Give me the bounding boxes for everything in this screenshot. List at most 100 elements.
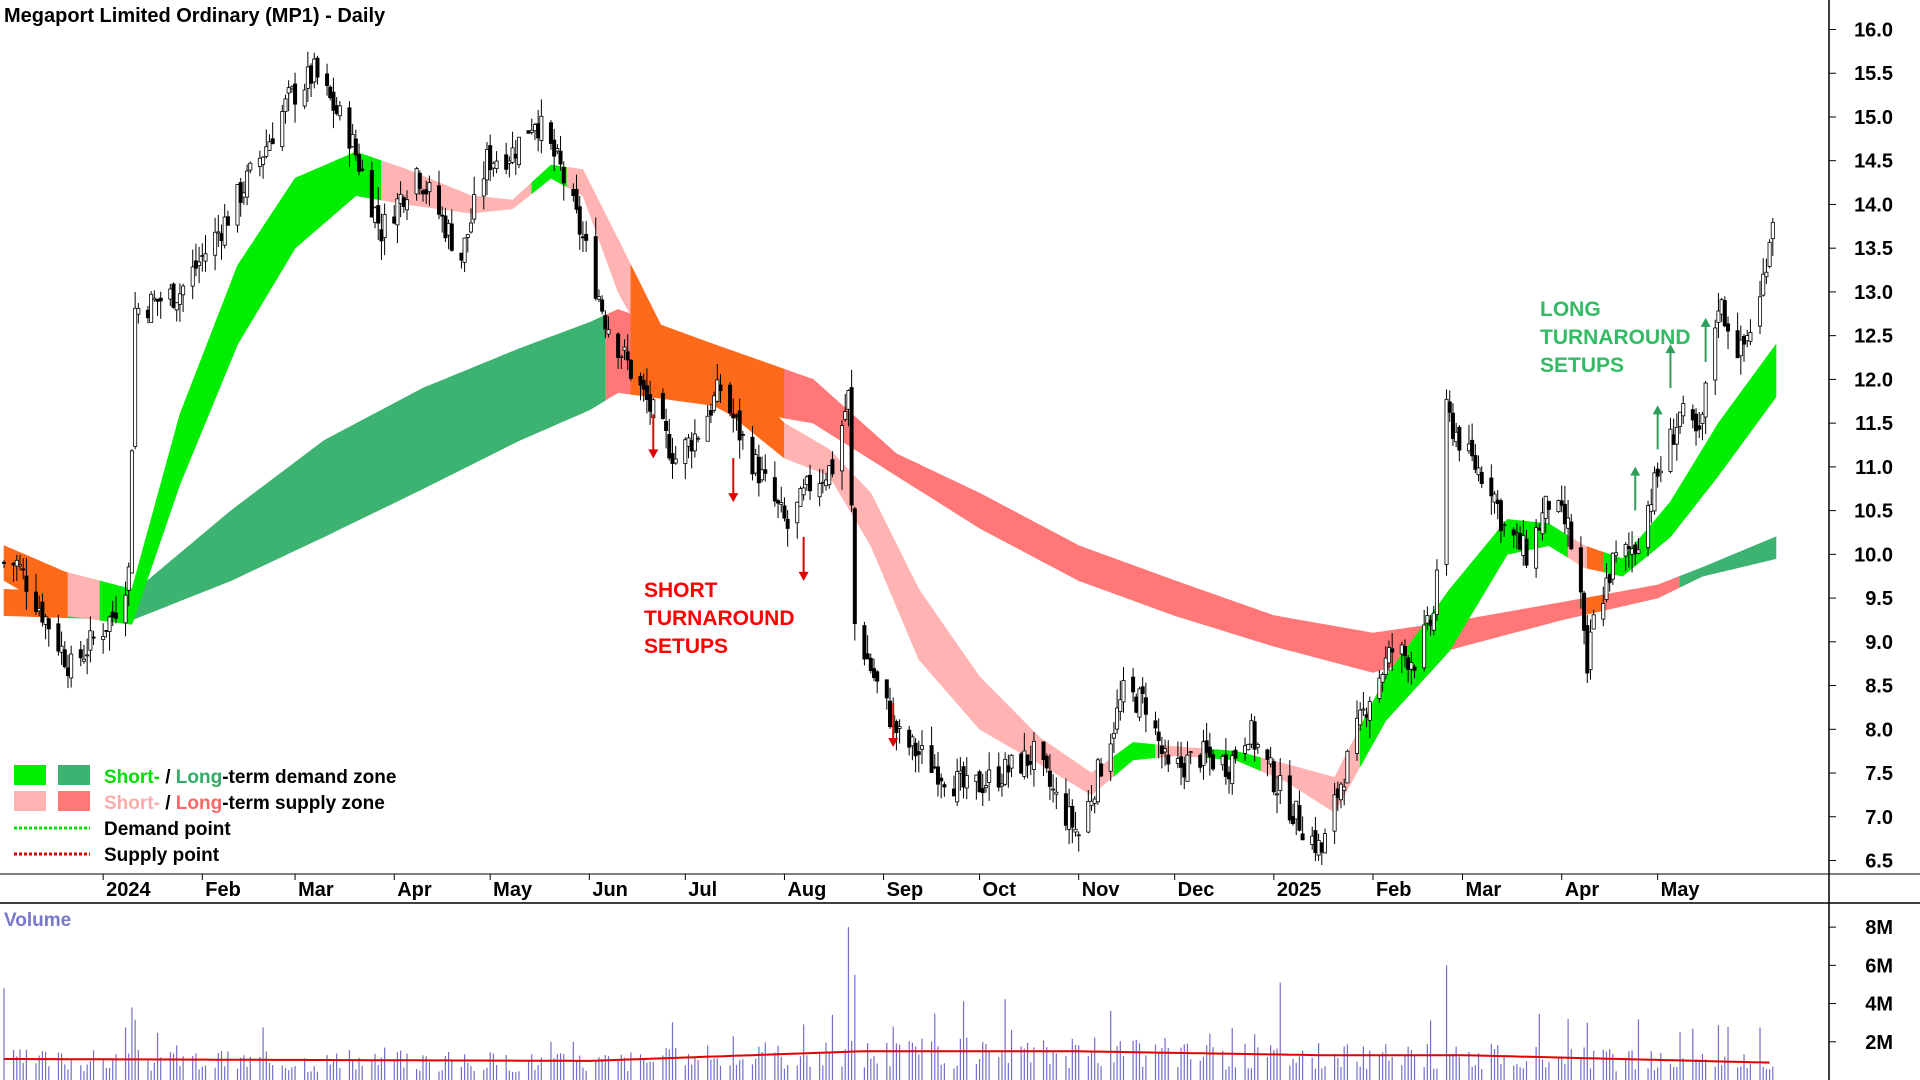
price-candle [1335, 788, 1340, 799]
price-candle [638, 375, 643, 386]
price-candle [1447, 401, 1452, 413]
volume-tick-label: 4M [1865, 994, 1893, 1016]
price-candle [1268, 757, 1273, 765]
price-candle [1140, 686, 1145, 695]
price-candle [1019, 753, 1024, 774]
price-candle [795, 501, 800, 524]
price-candle [1207, 746, 1212, 758]
short-setups-label-line2: TURNAROUND [644, 607, 795, 630]
price-candle [481, 178, 486, 197]
price-candle [1655, 468, 1660, 477]
price-candle [302, 89, 307, 107]
price-candle [955, 771, 960, 803]
price-candle [1310, 835, 1315, 845]
short-setups-label-line1: SHORT [644, 579, 718, 602]
legend-swatch-short [14, 791, 46, 811]
price-candle [1233, 749, 1238, 759]
price-candle [468, 222, 473, 233]
price-candle [753, 454, 758, 474]
price-candle [1742, 335, 1747, 345]
price-candle [996, 766, 1001, 788]
price-candle [238, 182, 243, 203]
price-candle [1713, 327, 1718, 381]
price-candle [1163, 748, 1168, 753]
price-candle [33, 591, 38, 612]
chart-title: Megaport Limited Ordinary (MP1) - Daily [4, 5, 386, 27]
price-candle [190, 266, 195, 287]
price-candle [731, 413, 736, 419]
price-candle [21, 568, 26, 571]
price-candle [1294, 800, 1299, 820]
price-candle [734, 414, 739, 417]
price-candle [69, 653, 74, 679]
price-candle [267, 141, 272, 151]
price-candle [1610, 552, 1615, 580]
price-candle [1067, 806, 1072, 830]
price-candle [865, 653, 870, 660]
price-candle [1131, 676, 1136, 693]
price-candle [1134, 696, 1139, 713]
price-candle [593, 236, 598, 299]
price-tick-label: 14.0 [1854, 194, 1893, 216]
short-term-band-15 [1603, 343, 1777, 577]
price-candle [107, 616, 112, 632]
price-candle [1175, 758, 1180, 764]
price-candle [785, 518, 790, 529]
price-candle [1054, 791, 1059, 795]
price-candle [181, 285, 186, 296]
price-candle [1182, 762, 1187, 778]
price-candle [193, 260, 198, 269]
price-candle [1364, 714, 1369, 718]
price-candle [974, 774, 979, 783]
price-candle [830, 459, 835, 475]
price-candle [1450, 412, 1455, 440]
date-tick-label: Jun [592, 879, 628, 901]
price-candle [203, 253, 208, 262]
legend-swatch-long [58, 765, 90, 785]
price-candle [1514, 532, 1519, 535]
price-candle [491, 162, 496, 169]
price-candle [1668, 428, 1673, 472]
price-candle [325, 73, 330, 86]
price-candle [740, 433, 745, 436]
price-candle [1086, 800, 1091, 833]
date-tick-label: 2024 [106, 879, 151, 901]
price-candle [465, 234, 470, 238]
price-tick-label: 12.0 [1854, 369, 1893, 391]
price-candle [1601, 603, 1606, 620]
price-candle [353, 138, 358, 156]
price-candle [513, 153, 518, 159]
price-candle [398, 193, 403, 204]
price-candle [1745, 335, 1750, 342]
price-candle [1044, 755, 1049, 769]
price-candle [37, 608, 42, 612]
long-setup-arrowhead [1652, 405, 1663, 415]
price-candle [1156, 731, 1161, 742]
date-tick-label: Mar [298, 879, 334, 901]
zone-bands [3, 151, 1777, 813]
price-candle [104, 630, 109, 632]
price-candle [1070, 805, 1075, 828]
price-candle [1137, 688, 1142, 718]
price-candle [113, 612, 118, 619]
legend-label-part: Short- [104, 793, 160, 814]
price-candle [1454, 431, 1459, 443]
price-candle [801, 487, 806, 496]
price-candle [1534, 527, 1539, 569]
legend-label: Short- / Long-term supply zone [104, 793, 385, 814]
date-tick-label: Nov [1082, 879, 1121, 901]
price-candle [309, 65, 314, 84]
price-candle [1099, 763, 1104, 777]
price-candle [328, 86, 333, 99]
price-candle [1678, 411, 1683, 427]
price-candle [1537, 527, 1542, 531]
price-candle [983, 785, 988, 789]
price-candle [692, 433, 697, 452]
date-tick-label: 2025 [1277, 879, 1322, 901]
price-candle [245, 170, 250, 198]
price-candle [1716, 310, 1721, 323]
price-candle [168, 288, 173, 300]
price-tick-label: 7.5 [1865, 763, 1893, 785]
price-candle [824, 479, 829, 487]
price-candle [1502, 524, 1507, 527]
